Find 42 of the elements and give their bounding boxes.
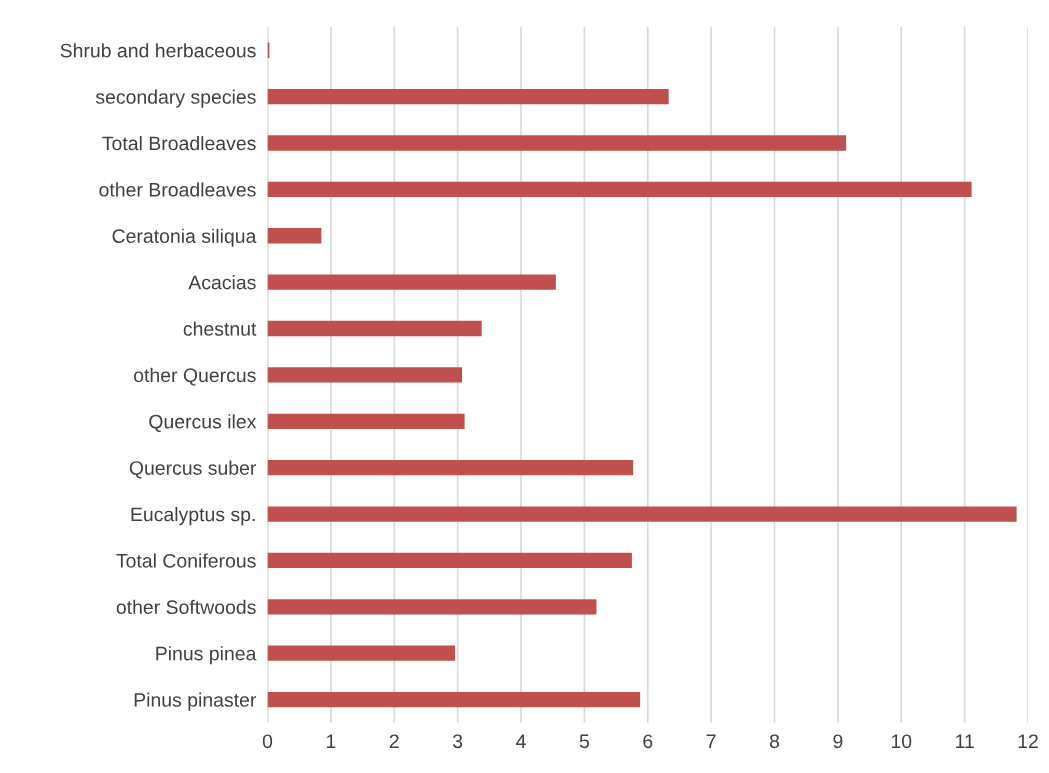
- bar: [267, 691, 641, 708]
- x-tick-label: 1: [326, 734, 336, 748]
- x-tick-label: 6: [643, 734, 653, 749]
- x-tick-label: 0: [262, 734, 273, 749]
- y-tick-label: Total Broadleaves: [102, 135, 256, 151]
- x-tick-label: 10: [891, 734, 912, 749]
- x-tick-label: 5: [579, 734, 589, 749]
- y-tick-label: secondary species: [95, 89, 256, 108]
- bar: [267, 506, 1017, 522]
- y-tick-label: Ceratonia siliqua: [112, 228, 257, 247]
- y-tick-label: Pinus pinaster: [134, 692, 257, 711]
- y-tick-label: Quercus ilex: [149, 414, 257, 432]
- x-tick-label: 2: [389, 734, 399, 748]
- y-tick-label: Pinus pinea: [156, 646, 257, 665]
- x-tick-label: 4: [516, 734, 526, 748]
- bar: [267, 228, 322, 244]
- x-tick-label: 9: [833, 734, 843, 749]
- bar: [267, 460, 634, 476]
- bar: [267, 135, 847, 151]
- y-tick-label: other Broadleaves: [99, 182, 256, 197]
- bar: [267, 181, 972, 198]
- bar: [267, 320, 482, 337]
- x-tick-label: 3: [452, 734, 463, 749]
- y-tick-label: Total Coniferous: [116, 553, 256, 568]
- bar: [267, 413, 465, 429]
- bar: [267, 88, 669, 105]
- y-tick-label: Eucalyptus sp.: [131, 507, 255, 526]
- bar: [267, 599, 597, 615]
- bar: [267, 645, 456, 661]
- bar: [267, 552, 632, 569]
- y-tick-label: other Softwoods: [116, 599, 256, 615]
- y-tick-label: Shrub and herbaceous: [60, 43, 256, 58]
- x-tick-label: 11: [956, 734, 974, 748]
- bar: [267, 274, 556, 290]
- bar: [267, 367, 463, 383]
- y-tick-label: other Quercus: [134, 367, 256, 386]
- y-tick-label: Quercus suber: [129, 460, 257, 479]
- y-tick-label: Acacias: [188, 275, 256, 290]
- y-tick-label: chestnut: [183, 321, 257, 336]
- x-tick-label: 12: [1018, 734, 1038, 748]
- x-tick-label: 7: [706, 734, 716, 748]
- x-tick-label: 8: [769, 734, 780, 749]
